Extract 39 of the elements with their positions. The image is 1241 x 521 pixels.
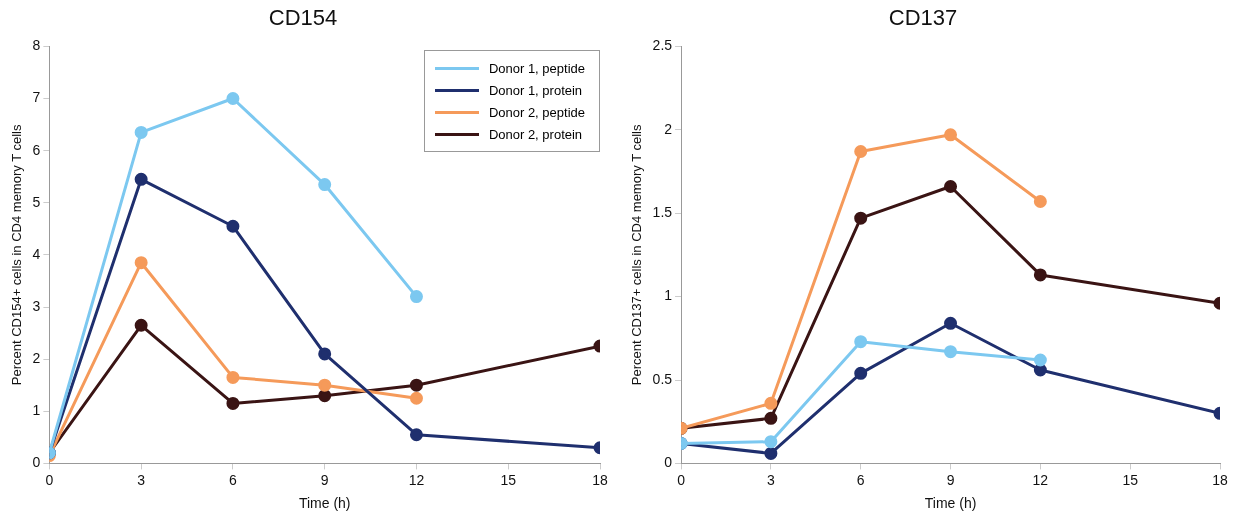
x-tick-label: 3 [137, 471, 146, 488]
y-tick-label: 1 [664, 287, 673, 304]
x-tick-label: 18 [592, 471, 608, 488]
y-tick-label: 0 [32, 454, 41, 471]
x-tick-label: 0 [677, 471, 686, 488]
x-tick-label: 9 [320, 471, 329, 488]
y-tick-label: 2.5 [652, 37, 673, 54]
y-tick-label: 8 [32, 37, 41, 54]
x-tick-label: 15 [1122, 471, 1139, 488]
y-tick-label: 6 [32, 141, 41, 158]
legend-label: Donor 2, peptide [488, 104, 585, 120]
x-tick-label: 0 [45, 471, 54, 488]
x-axis-title: Time (h) [298, 495, 351, 512]
y-tick-label: 2 [664, 120, 673, 137]
y-tick-label: 2 [32, 350, 41, 367]
x-tick-label: 12 [408, 471, 425, 488]
legend-label: Donor 1, protein [488, 82, 583, 98]
y-tick-label: 4 [32, 245, 41, 262]
x-tick-label: 6 [229, 471, 238, 488]
y-tick-label: 0 [664, 454, 673, 471]
chart-title: CD137 [888, 5, 958, 31]
y-axis-title: Percent CD154+ cells in CD4 memory T cells [9, 124, 25, 386]
chart-title: CD154 [268, 5, 338, 31]
x-tick-label: 15 [500, 471, 517, 488]
y-tick-label: 3 [32, 297, 41, 314]
x-tick-label: 6 [856, 471, 865, 488]
x-tick-label: 3 [766, 471, 775, 488]
x-tick-label: 18 [1212, 471, 1228, 488]
y-tick-label: 1.5 [652, 204, 673, 221]
y-tick-label: 1 [32, 402, 41, 419]
x-tick-label: 12 [1032, 471, 1049, 488]
y-tick-label: 5 [32, 193, 41, 210]
y-axis-title: Percent CD137+ cells in CD4 memory T cells [629, 124, 645, 386]
y-tick-label: 0.5 [652, 370, 673, 387]
legend-label: Donor 2, protein [488, 126, 583, 142]
legend-label: Donor 1, peptide [488, 60, 585, 76]
x-tick-label: 9 [946, 471, 955, 488]
x-axis-title: Time (h) [924, 495, 977, 512]
y-tick-label: 7 [32, 89, 41, 106]
